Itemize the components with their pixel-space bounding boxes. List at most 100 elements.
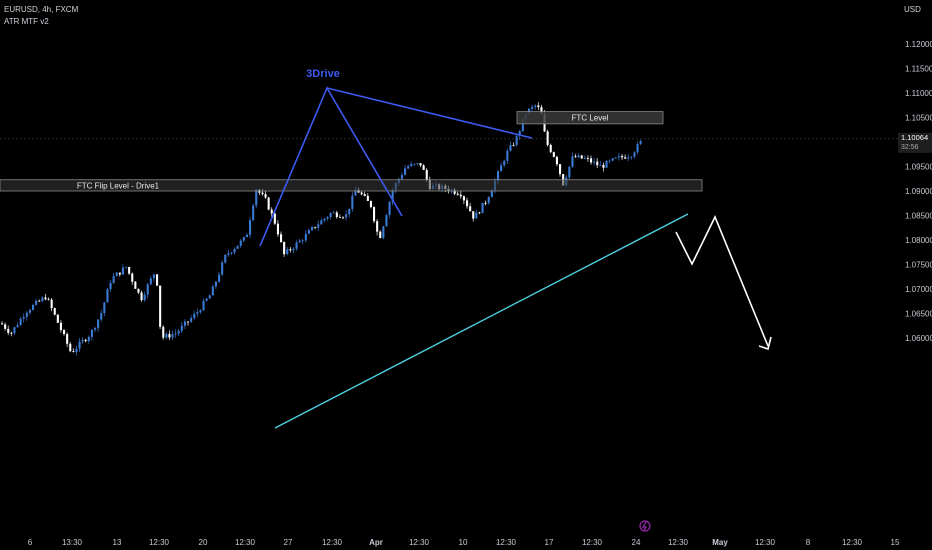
time-axis[interactable]: 6 13:30 13 12:30 20 12:30 27 12:30 Apr 12:30 10 12:… xyxy=(28,538,900,547)
ftc-flip-zone[interactable]: FTC Flip Level - Drive1 xyxy=(0,179,703,192)
candle-body xyxy=(227,253,230,255)
candle-body xyxy=(490,190,493,198)
candle-body xyxy=(459,194,462,197)
ascending-trendline[interactable] xyxy=(274,213,689,429)
candle-body xyxy=(208,295,211,299)
three-drive-upper-line[interactable] xyxy=(326,87,533,139)
candle-body xyxy=(478,212,481,214)
candle-body xyxy=(410,164,413,167)
candle-body xyxy=(540,107,543,114)
candle-body xyxy=(94,328,97,330)
candle-body xyxy=(332,212,335,214)
candle-body xyxy=(583,158,586,159)
ftc-level-label: FTC Level xyxy=(572,114,609,123)
candle-body xyxy=(391,190,394,202)
time-tick-label: 12:30 xyxy=(842,538,863,547)
price-tick-label: 1.07000 xyxy=(905,285,932,294)
candle-body xyxy=(568,166,571,178)
candle-body xyxy=(109,282,112,290)
flash-icon[interactable] xyxy=(639,520,651,532)
candle-body xyxy=(314,226,317,228)
candle-body xyxy=(72,351,75,352)
price-tick-label: 1.08000 xyxy=(905,236,932,245)
time-tick-label: 6 xyxy=(28,538,33,547)
candle-body xyxy=(456,193,459,195)
candle-body xyxy=(317,224,320,228)
candle-body xyxy=(335,212,338,217)
candle-body xyxy=(13,327,16,334)
candle-body xyxy=(469,206,472,212)
candle-body xyxy=(360,192,363,195)
candle-body xyxy=(487,197,490,203)
time-tick-label: 12:30 xyxy=(149,538,170,547)
candle-body xyxy=(47,299,50,301)
candle-body xyxy=(152,274,155,279)
candle-body xyxy=(59,322,62,331)
candle-body xyxy=(466,200,469,207)
candle-body xyxy=(546,131,549,145)
candle-body xyxy=(608,160,611,162)
candle-body xyxy=(196,312,199,314)
ftc-level-zone[interactable]: FTC Level xyxy=(516,111,664,125)
candle-body xyxy=(10,332,13,334)
price-axis[interactable]: 1.120001.115001.110001.105001.100001.095… xyxy=(905,40,932,343)
time-tick-label: 13 xyxy=(113,538,122,547)
candle-body xyxy=(633,152,636,157)
bar-countdown: 32:56 xyxy=(901,144,919,151)
candle-body xyxy=(379,231,382,239)
candle-body xyxy=(419,163,422,166)
projection-path[interactable] xyxy=(675,215,769,347)
price-tick-label: 1.11000 xyxy=(905,89,932,98)
candle-body xyxy=(571,156,574,167)
candle-body xyxy=(205,298,208,301)
candle-body xyxy=(177,330,180,334)
candle-body xyxy=(50,299,53,309)
ftc-flip-label: FTC Flip Level - Drive1 xyxy=(77,181,160,190)
time-tick-label: 12:30 xyxy=(322,538,343,547)
candle-body xyxy=(187,321,190,323)
candle-body xyxy=(4,324,7,329)
candle-body xyxy=(630,156,633,158)
candle-body xyxy=(149,278,152,285)
candle-body xyxy=(44,297,47,300)
candle-body xyxy=(586,158,589,159)
candle-body xyxy=(211,286,214,296)
candle-body xyxy=(614,157,617,159)
candle-body xyxy=(252,205,255,221)
candle-body xyxy=(593,161,596,163)
time-tick-label: 10 xyxy=(459,538,468,547)
candle-body xyxy=(521,118,524,132)
candle-body xyxy=(233,248,236,253)
candle-body xyxy=(348,208,351,215)
candle-body xyxy=(128,266,131,274)
candle-body xyxy=(276,223,279,235)
candle-body xyxy=(32,304,35,311)
candle-body xyxy=(503,160,506,166)
candle-body xyxy=(320,220,323,225)
candle-body xyxy=(627,157,630,159)
candle-body xyxy=(202,300,205,311)
indicator-label[interactable]: ATR MTF v2 xyxy=(4,17,49,26)
time-tick-label: 12:30 xyxy=(409,538,430,547)
currency-label: USD xyxy=(904,5,921,14)
candle-body xyxy=(249,220,252,235)
candle-body xyxy=(385,215,388,227)
candle-body xyxy=(366,195,369,201)
candle-body xyxy=(118,272,121,275)
three-drive-pattern-line[interactable] xyxy=(259,86,403,247)
candle-body xyxy=(38,300,41,302)
candle-body xyxy=(214,281,217,287)
candle-body xyxy=(146,284,149,295)
candle-body xyxy=(301,240,304,242)
candle-body xyxy=(382,226,385,239)
time-tick-label: 12:30 xyxy=(755,538,776,547)
candle-body xyxy=(125,266,128,268)
candle-body xyxy=(81,339,84,342)
candle-body xyxy=(242,237,245,241)
candle-body xyxy=(230,252,233,254)
time-tick-label: 24 xyxy=(632,538,641,547)
price-tick-label: 1.11500 xyxy=(905,65,932,74)
candle-body xyxy=(621,156,624,158)
candle-body xyxy=(475,212,478,219)
